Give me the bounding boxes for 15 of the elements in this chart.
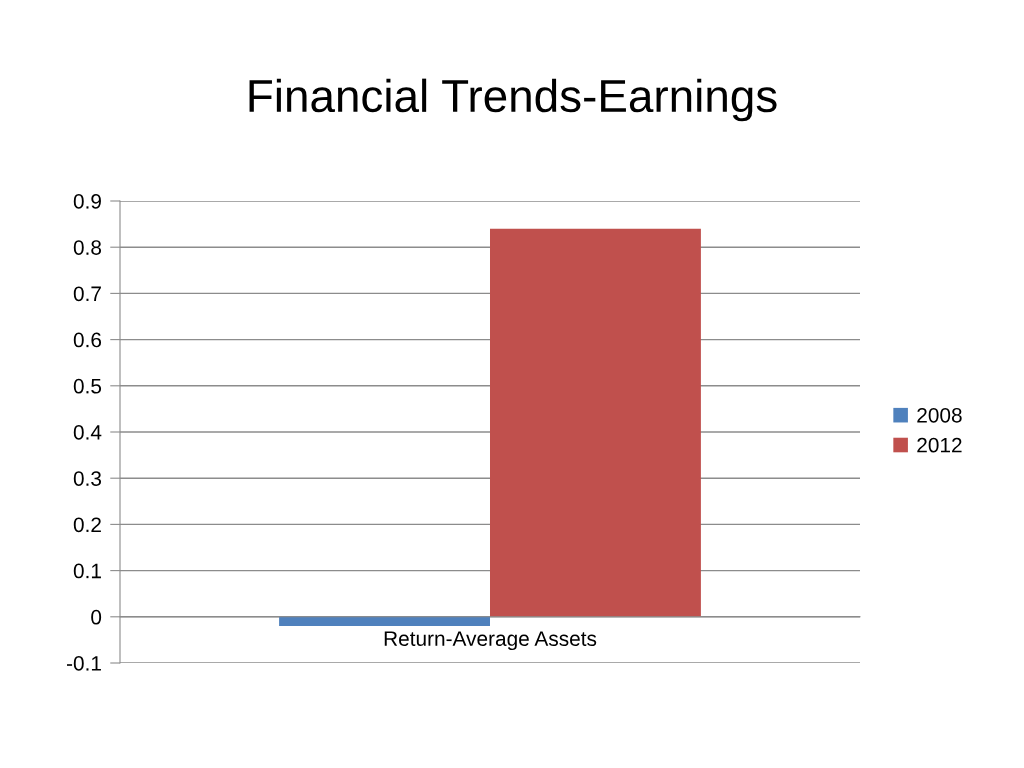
- y-tick-label: 0: [91, 609, 102, 625]
- y-tick-label: 0.7: [73, 286, 101, 302]
- x-tick-label: Return-Average Assets: [384, 631, 597, 651]
- y-tick-label: 0.3: [73, 471, 102, 486]
- y-tick-label: 0.4: [73, 425, 102, 440]
- y-tick-label: 0.1: [73, 563, 101, 579]
- y-tick-label: -0.1: [66, 656, 101, 671]
- legend-label: 2008: [917, 407, 962, 423]
- y-tick-label: 0.8: [73, 240, 102, 255]
- y-tick-label: 0.2: [73, 517, 101, 533]
- y-tick-label: 0.9: [73, 194, 101, 209]
- legend-label: 2012: [917, 437, 962, 453]
- y-tick-label: 0.5: [73, 378, 102, 394]
- y-tick-label: 0.6: [73, 332, 102, 348]
- chart-title: Financial Trends-Earnings: [249, 78, 777, 122]
